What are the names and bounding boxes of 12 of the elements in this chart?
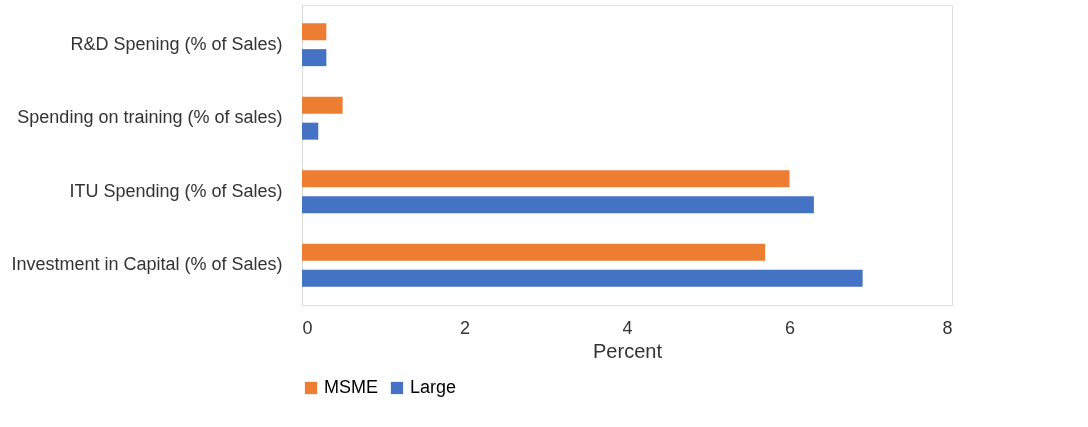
x-tick-label: 2 [459, 317, 471, 338]
y-tick-label: R&D Spening (% of Sales) [70, 33, 283, 54]
x-tick-label: 8 [942, 317, 953, 338]
x-axis-title: Percent [593, 339, 663, 362]
y-tick-label: Spending on training (% of sales) [17, 107, 283, 128]
x-tick-label: 6 [784, 317, 796, 338]
y-tick-label: ITU Spending (% of Sales) [69, 180, 283, 201]
y-tick-label: Investment in Capital (% of Sales) [11, 254, 283, 275]
legend-label: MSME [324, 377, 378, 397]
legend-label: Large [410, 377, 457, 397]
x-tick-label: 4 [622, 317, 633, 338]
x-tick-label: 0 [302, 317, 313, 338]
